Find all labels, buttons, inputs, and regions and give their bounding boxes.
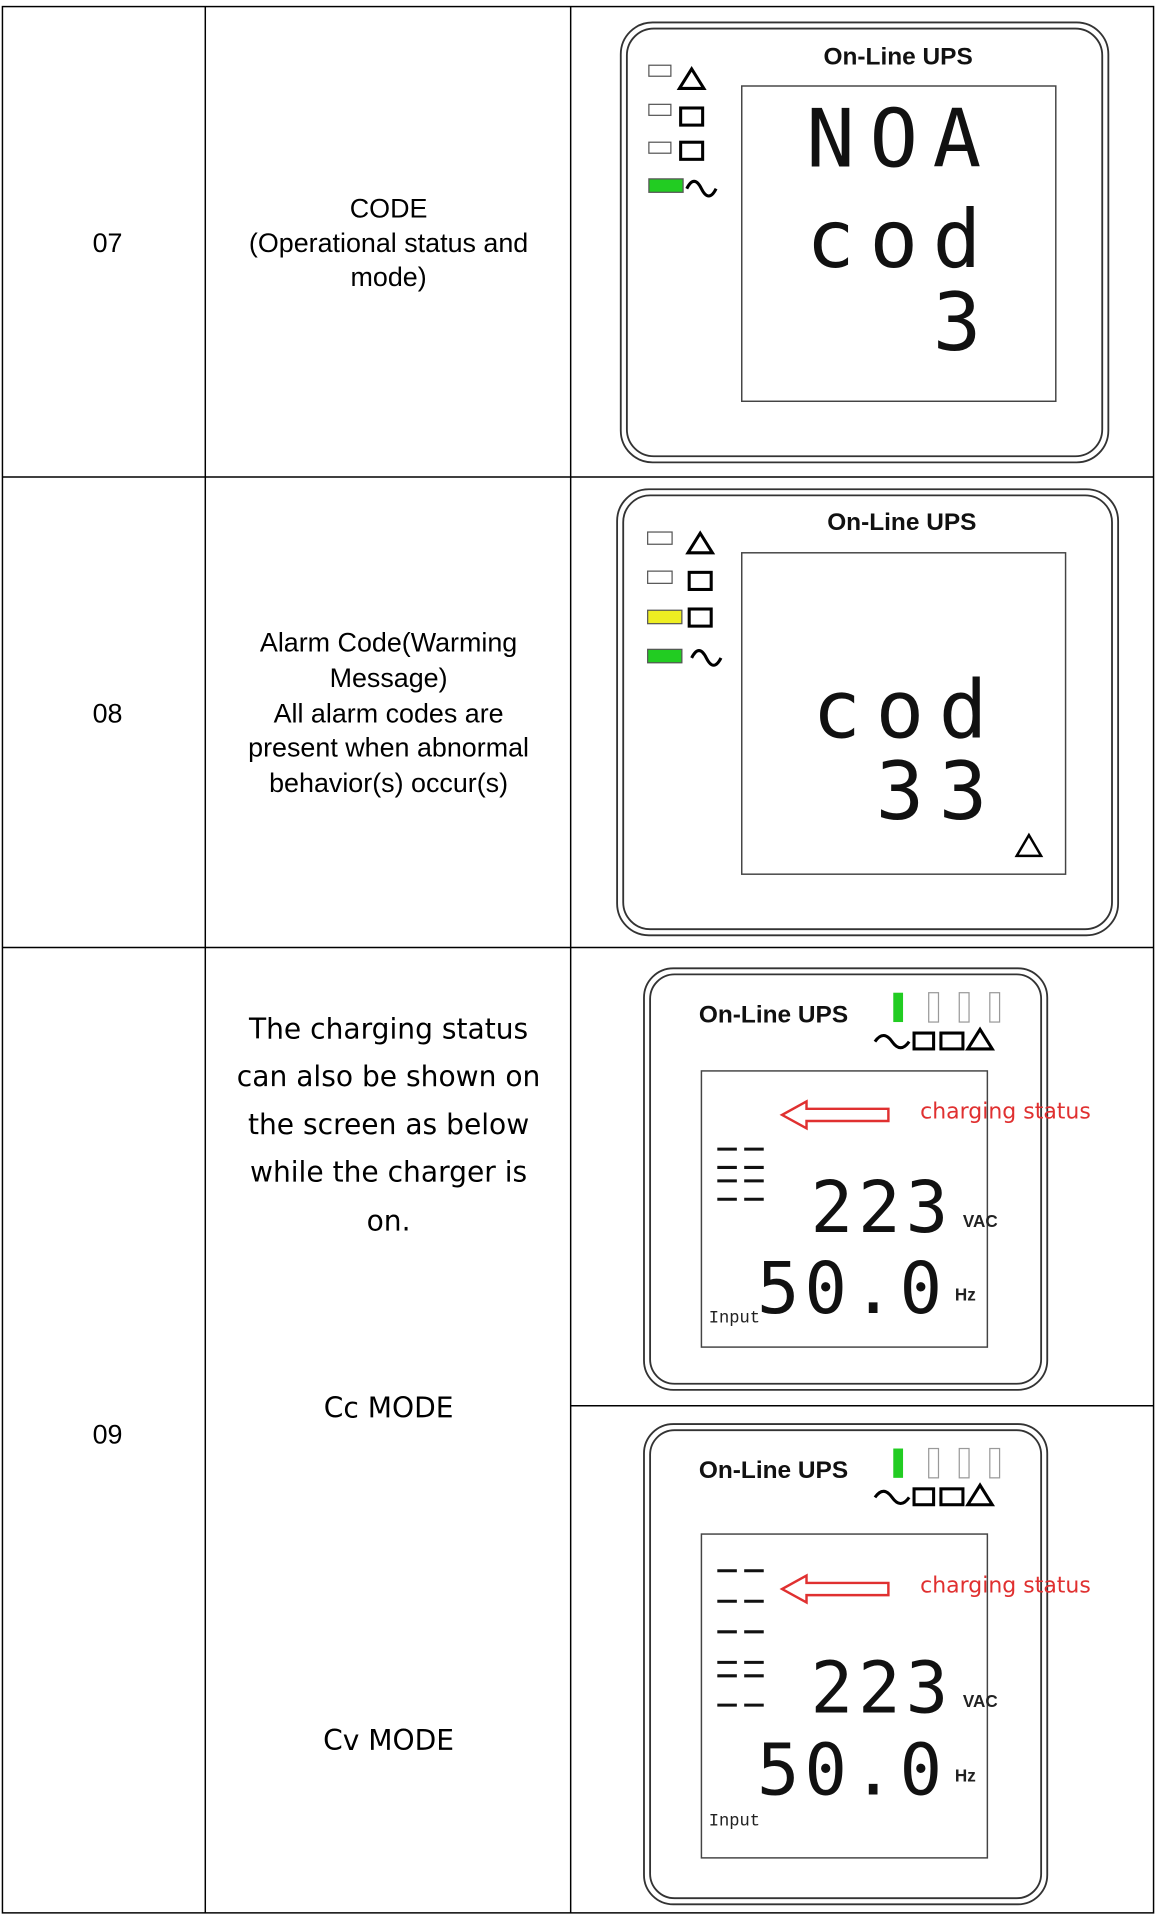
- row-number: 07: [93, 228, 123, 258]
- description-line: the screen as below: [248, 1108, 529, 1141]
- screen: [741, 552, 1067, 875]
- screen: [741, 85, 1057, 403]
- frequency: 50.0: [757, 1728, 947, 1811]
- lcd-line: cod: [806, 193, 996, 287]
- description-line: The charging status: [248, 1013, 528, 1046]
- led: [893, 992, 904, 1023]
- lcd-line: 33: [876, 745, 1002, 839]
- warning-icon: [685, 530, 716, 555]
- led: [648, 64, 672, 77]
- led: [647, 531, 673, 545]
- lcd-panel: On-Line UPS charging status 223 VAC 50.0 Hz In…: [643, 967, 1091, 1391]
- lcd-line: NOA: [806, 93, 996, 187]
- description-line: Message): [330, 663, 448, 693]
- annotation: charging status: [920, 1099, 1091, 1124]
- panel-frame: [643, 967, 1049, 1391]
- ac-icon: [685, 179, 718, 198]
- led: [958, 1447, 970, 1479]
- battery-icon: [912, 1031, 936, 1051]
- arrow: [779, 1573, 890, 1605]
- lcd-line: cod: [812, 663, 1002, 757]
- led: [647, 609, 683, 625]
- ac-icon: [873, 1489, 911, 1506]
- description-line: can also be shown on: [237, 1060, 541, 1093]
- charging-panels: On-Line UPS charging status 223 VAC 50.0 Hz In…: [643, 967, 1091, 1906]
- panel-frame: [643, 1423, 1049, 1906]
- arrow: [779, 1099, 890, 1131]
- table-grid: [1, 5, 1155, 1914]
- lcd-panel: On-Line UPS cod 33: [616, 488, 1120, 937]
- lcd-panel: On-Line UPS charging status 223 VAC 50.0 Hz In…: [643, 1423, 1091, 1906]
- screen: [700, 1070, 989, 1348]
- bypass-icon: [939, 1487, 965, 1507]
- led: [648, 178, 684, 193]
- led: [989, 1447, 1001, 1479]
- led: [928, 992, 940, 1023]
- ac-icon: [873, 1033, 911, 1050]
- led: [928, 1447, 940, 1479]
- unit: Hz: [955, 1285, 976, 1304]
- panel-frame: [619, 21, 1110, 464]
- unit: Hz: [955, 1767, 976, 1786]
- panel-title: On-Line UPS: [827, 509, 976, 536]
- screen-label: Input: [709, 1309, 760, 1328]
- annotation: charging status: [920, 1574, 1091, 1599]
- panel-frame: [622, 494, 1113, 931]
- unit: VAC: [963, 1212, 998, 1231]
- warning-icon: [676, 66, 707, 90]
- mode-name: Cc MODE: [324, 1391, 454, 1424]
- lcd-panel: On-Line UPS NOA cod 3: [619, 21, 1110, 464]
- panel-frame: [649, 973, 1043, 1385]
- description-line: present when abnormal: [248, 733, 529, 763]
- voltage: 223: [810, 1166, 953, 1249]
- led: [893, 1448, 904, 1478]
- unit: VAC: [963, 1692, 998, 1711]
- led: [958, 992, 970, 1023]
- led: [647, 648, 683, 664]
- warning-icon: [1014, 832, 1044, 858]
- bypass-icon: [687, 570, 713, 591]
- description-line: behavior(s) occur(s): [269, 768, 508, 798]
- row-number: 09: [93, 1419, 123, 1449]
- panel-frame: [625, 27, 1104, 458]
- voltage: 223: [810, 1646, 953, 1729]
- screen-label: Input: [709, 1813, 760, 1832]
- bypass-icon: [679, 106, 705, 127]
- battery-icon: [679, 140, 705, 161]
- panel-title: On-Line UPS: [699, 1001, 848, 1028]
- mode-name: Cv MODE: [323, 1724, 454, 1757]
- warning-icon: [965, 1026, 996, 1051]
- ac-icon: [690, 649, 723, 667]
- lcd-line: 3: [933, 276, 996, 370]
- description-line: (Operational status and: [249, 228, 528, 258]
- description-line: mode): [350, 262, 426, 292]
- description-line: All alarm codes are: [274, 698, 504, 728]
- description-line: Alarm Code(Warming: [260, 628, 517, 658]
- table-border: [1, 5, 1155, 1914]
- screen: [700, 1533, 989, 1859]
- led: [648, 103, 672, 116]
- battery-icon: [687, 607, 713, 628]
- description-line: CODE: [350, 194, 428, 224]
- row-number: 08: [93, 698, 123, 728]
- bypass-icon: [939, 1031, 965, 1051]
- led: [648, 141, 672, 154]
- panel-title: On-Line UPS: [824, 43, 973, 70]
- led: [647, 570, 673, 584]
- panel-title: On-Line UPS: [699, 1457, 848, 1484]
- panel-frame: [649, 1429, 1043, 1900]
- battery-icon: [912, 1487, 936, 1507]
- description-line: on.: [367, 1204, 411, 1237]
- description-line: while the charger is: [250, 1156, 527, 1189]
- warning-icon: [965, 1482, 996, 1507]
- led: [989, 992, 1001, 1023]
- frequency: 50.0: [757, 1247, 947, 1330]
- panel-frame: [616, 488, 1120, 937]
